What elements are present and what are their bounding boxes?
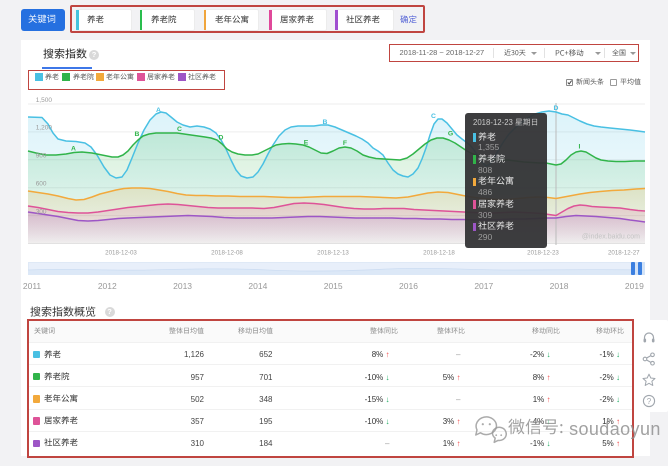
svg-text:1,500: 1,500 [36, 97, 53, 104]
svg-text:E: E [304, 140, 309, 147]
svg-text:2018-12-23: 2018-12-23 [527, 250, 559, 257]
svg-text:A: A [156, 107, 161, 114]
svg-text:2018-12-08: 2018-12-08 [211, 250, 243, 257]
svg-text:C: C [431, 113, 436, 120]
svg-text:2018-12-03: 2018-12-03 [105, 250, 137, 257]
svg-text:600: 600 [36, 181, 47, 188]
svg-text:2018-12-27: 2018-12-27 [608, 250, 640, 257]
svg-text:D: D [219, 135, 224, 142]
svg-text:2018-12-18: 2018-12-18 [423, 250, 455, 257]
svg-text:?: ? [646, 396, 651, 405]
svg-text:C: C [177, 126, 182, 133]
svg-text:@index.baidu.com: @index.baidu.com [582, 234, 640, 241]
svg-text:A: A [71, 146, 76, 153]
svg-text:G: G [448, 131, 453, 138]
svg-text:1,200: 1,200 [36, 125, 53, 132]
svg-text:I: I [579, 144, 581, 151]
svg-text:300: 300 [36, 208, 47, 215]
svg-text:900: 900 [36, 153, 47, 160]
svg-text:F: F [343, 140, 347, 147]
svg-text:D: D [554, 105, 559, 112]
svg-text:2018-12-13: 2018-12-13 [317, 250, 349, 257]
svg-text:B: B [135, 131, 140, 138]
svg-text:B: B [323, 119, 328, 126]
